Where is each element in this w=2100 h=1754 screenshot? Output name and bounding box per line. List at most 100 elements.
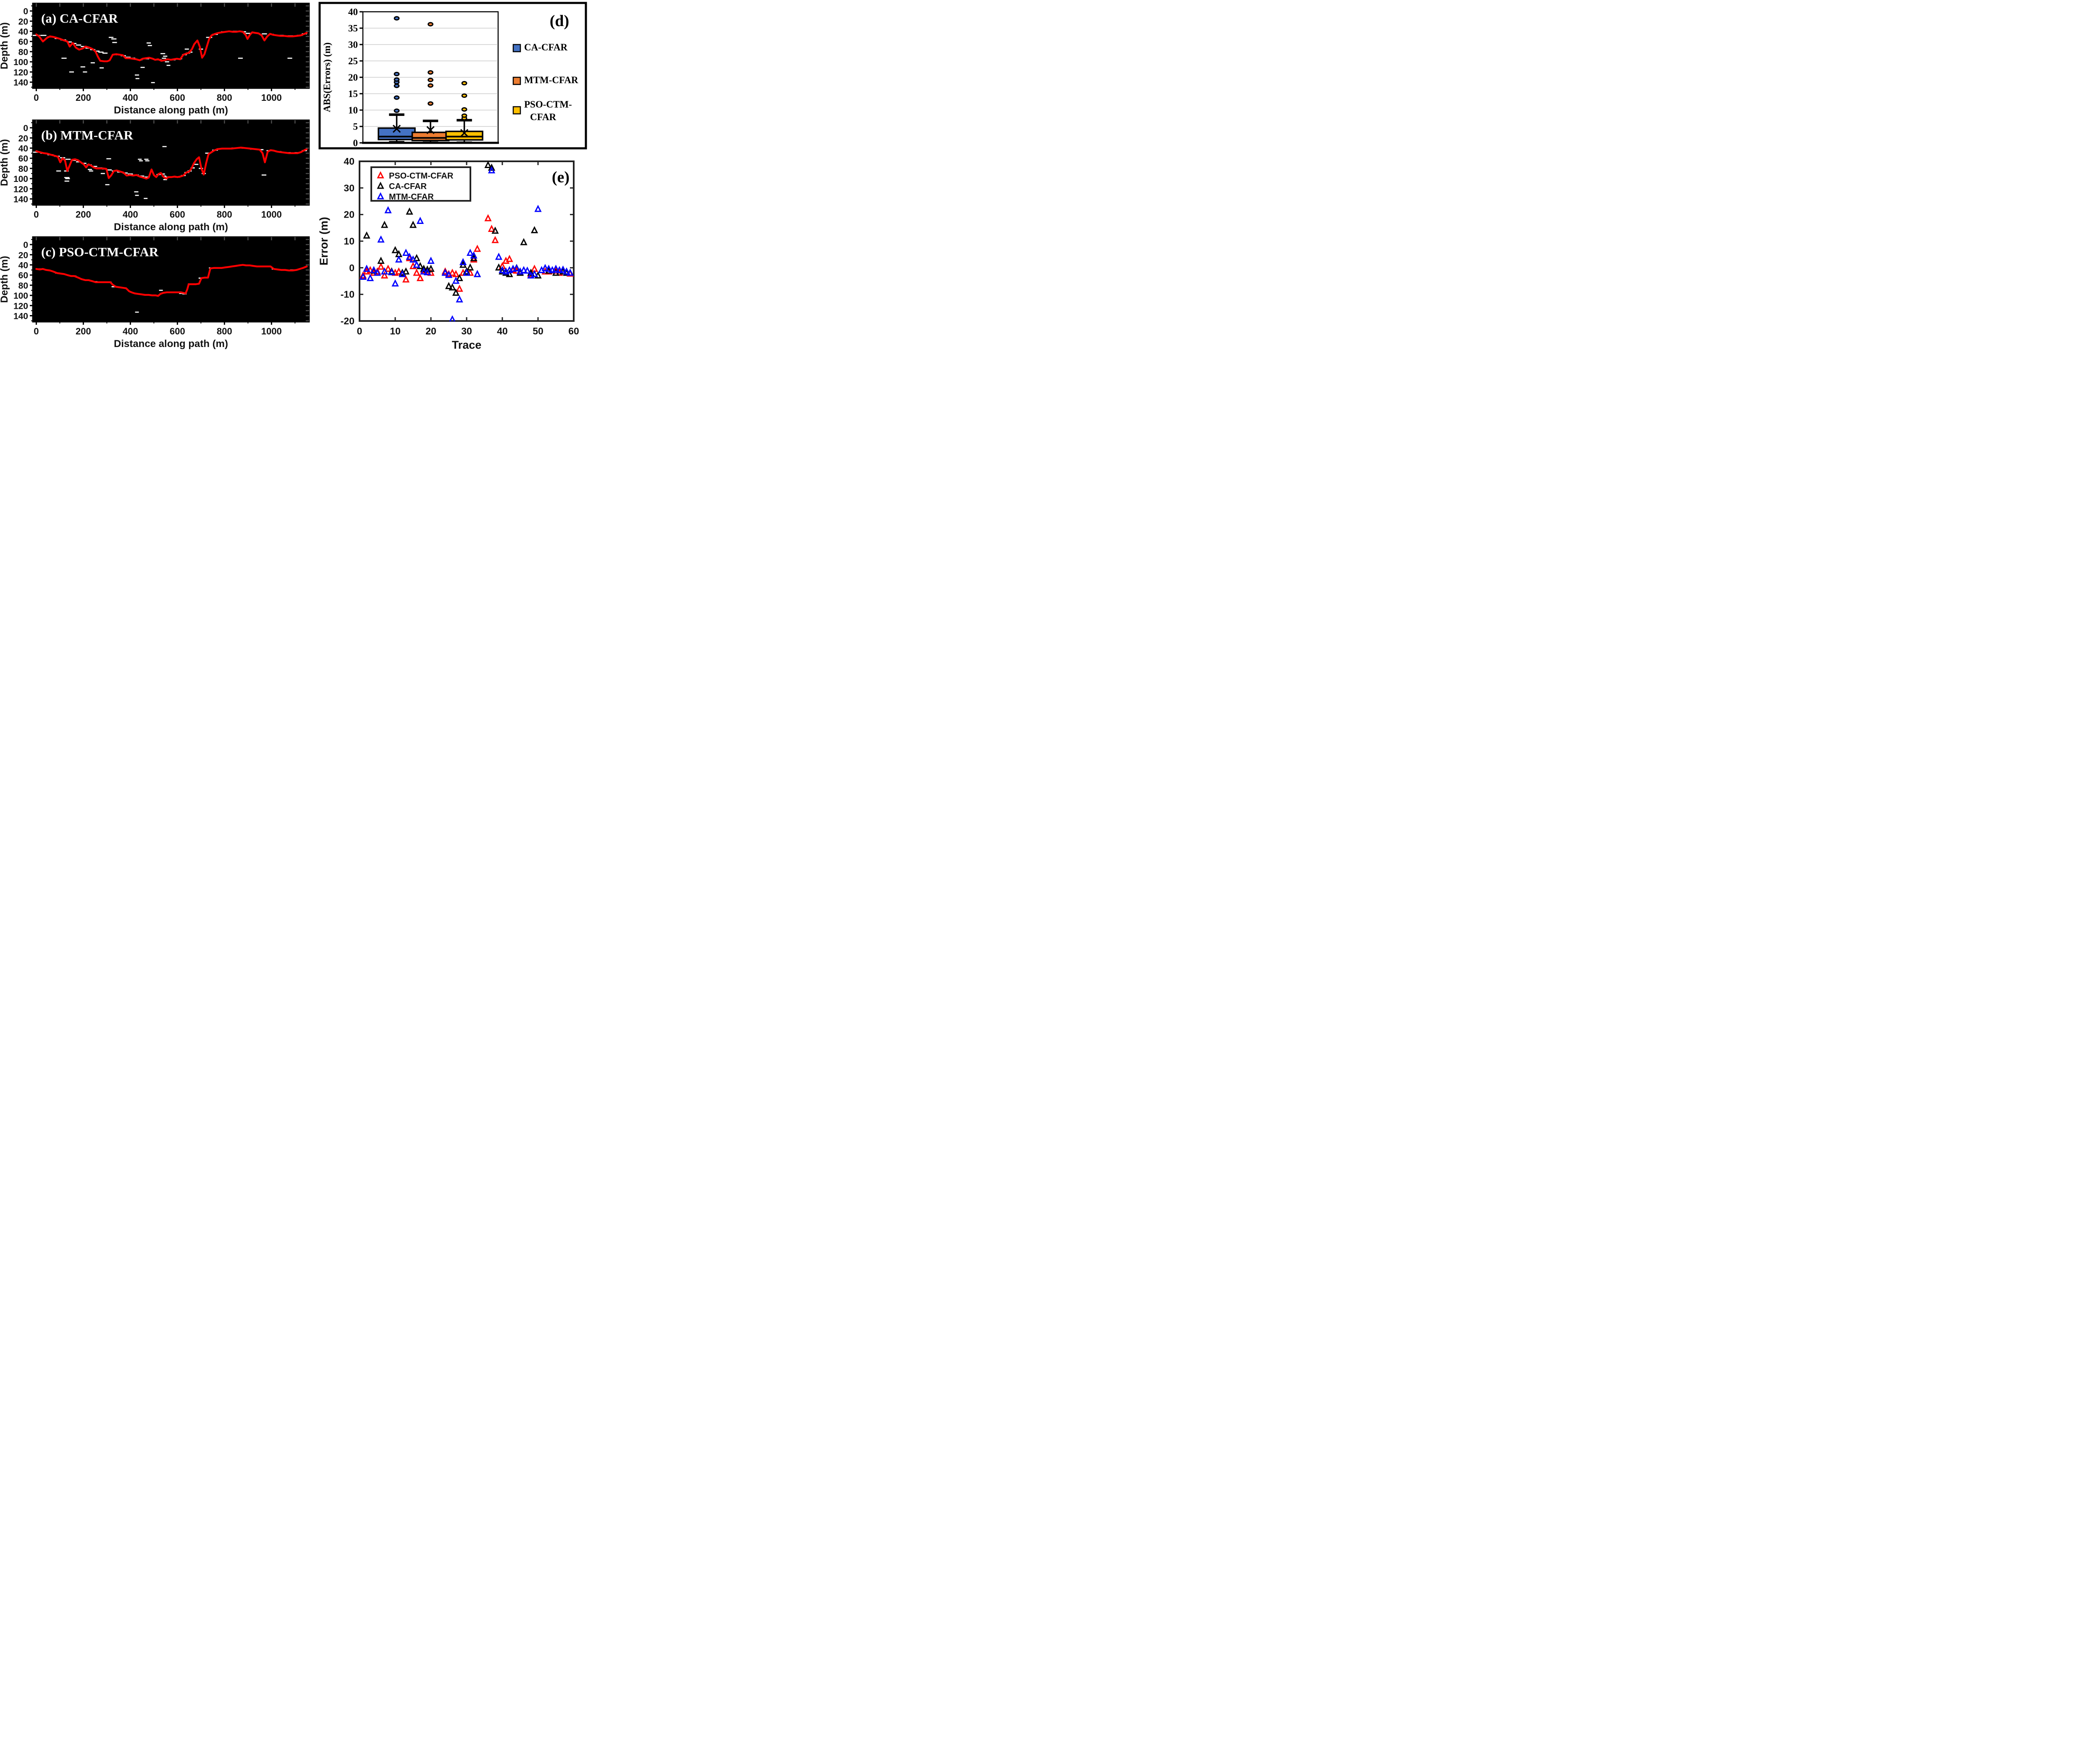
scatter-point bbox=[452, 276, 460, 284]
y-tick-label: 0 bbox=[23, 240, 28, 250]
iqr-box bbox=[378, 127, 416, 140]
scatter-point bbox=[466, 248, 474, 256]
y-tick-label: 140 bbox=[13, 195, 28, 204]
detection-dash bbox=[147, 42, 151, 44]
detection-dash bbox=[112, 42, 117, 43]
legend-item-CA-CFAR: CA-CFAR bbox=[512, 42, 567, 53]
scatter-point bbox=[416, 216, 424, 224]
detection-dash bbox=[64, 177, 70, 178]
scatter-point bbox=[388, 268, 396, 276]
scatter-point bbox=[391, 246, 399, 253]
scatter-point bbox=[552, 264, 560, 272]
y-tick-label: 0 bbox=[353, 138, 358, 148]
y-tick-label: 80 bbox=[18, 164, 28, 174]
scatter-point bbox=[449, 268, 456, 276]
scatter-point bbox=[370, 266, 378, 273]
scatter-point bbox=[427, 264, 435, 272]
scatter-point bbox=[523, 266, 531, 274]
y-tick-label: 20 bbox=[348, 72, 358, 83]
detection-dash bbox=[135, 311, 139, 313]
legend-item-MTM-CFAR: MTM-CFAR bbox=[512, 75, 578, 85]
y-tick-label: 120 bbox=[13, 301, 28, 311]
y-tick-label: 120 bbox=[13, 184, 28, 194]
x-tick-label: 400 bbox=[123, 326, 138, 337]
y-tick-label: 100 bbox=[13, 58, 28, 67]
x-tick-label: 0 bbox=[34, 92, 39, 103]
detection-dash bbox=[76, 44, 81, 46]
scatter-point bbox=[423, 268, 431, 276]
x-tick-label: 200 bbox=[76, 209, 91, 220]
scatter-point bbox=[456, 274, 463, 281]
panel-d-outer-frame bbox=[318, 2, 587, 150]
scatter-point bbox=[381, 221, 388, 228]
x-tick-label: 0 bbox=[357, 326, 362, 337]
x-tick-label: 600 bbox=[170, 92, 185, 103]
detection-dash bbox=[160, 173, 165, 175]
legend-label: CA-CFAR bbox=[524, 42, 567, 53]
y-tick-label: 40 bbox=[18, 144, 28, 154]
y-tick-label: 30 bbox=[348, 39, 358, 50]
chart-d-svg: 0 5 10 15 20 25 30 35 40 ABS(Errors) (m) CA-CFAR MT… bbox=[318, 2, 587, 150]
y-tick-label: 120 bbox=[13, 68, 28, 77]
y-tick-label: 60 bbox=[18, 271, 28, 281]
panel-letter: (d) bbox=[550, 12, 569, 30]
x-axis-label: Distance along path (m) bbox=[114, 221, 228, 233]
y-tick-label: 25 bbox=[348, 56, 358, 66]
x-axis-label: Distance along path (m) bbox=[114, 105, 228, 116]
x-tick-label: 200 bbox=[76, 326, 91, 337]
mean-x-marker bbox=[460, 129, 469, 137]
detection-dash bbox=[105, 184, 110, 185]
x-tick-label: 10 bbox=[390, 326, 401, 337]
legend-label: PSO-CTM- bbox=[524, 99, 572, 110]
mean-x-marker bbox=[392, 124, 401, 133]
series-CA-CFAR bbox=[363, 161, 574, 296]
x-tick-label: 20 bbox=[425, 326, 436, 337]
scatter-point bbox=[363, 264, 370, 272]
chart-e-svg: 0 10 20 30 40 50 60 -20 -10 0 10 20 30 40 Trace Error (… bbox=[318, 156, 579, 351]
detection-dash bbox=[145, 160, 150, 162]
detection-dash bbox=[162, 146, 167, 147]
x-tick-label: 600 bbox=[170, 326, 185, 337]
scatter-point bbox=[473, 245, 481, 252]
y-tick-label: 10 bbox=[344, 236, 354, 247]
detection-dash bbox=[83, 71, 87, 73]
scatter-point bbox=[402, 267, 410, 275]
y-tick-label: 30 bbox=[344, 182, 354, 193]
y-tick-label: 140 bbox=[13, 78, 28, 87]
sonar-image-background bbox=[32, 236, 310, 323]
detection-dash bbox=[261, 174, 267, 176]
iqr-box bbox=[445, 130, 483, 141]
scatter-point bbox=[381, 271, 388, 279]
detection-dash bbox=[238, 58, 243, 59]
detection-dash bbox=[56, 170, 61, 172]
outlier-point bbox=[394, 95, 400, 100]
x-tick-label: 600 bbox=[170, 209, 185, 220]
scatter-point bbox=[445, 271, 453, 278]
y-tick-label: 10 bbox=[348, 105, 358, 116]
scatter-point bbox=[406, 252, 413, 260]
detection-dash bbox=[159, 289, 163, 291]
detection-dash bbox=[134, 191, 139, 192]
detection-dash bbox=[194, 163, 199, 165]
x-tick-label: 1000 bbox=[261, 326, 282, 337]
detection-dash bbox=[102, 53, 108, 54]
detection-dash bbox=[139, 175, 144, 177]
y-tick-label: 5 bbox=[353, 121, 358, 132]
scatter-point bbox=[488, 166, 496, 174]
seabed-pick-line bbox=[35, 264, 308, 297]
detection-dash bbox=[61, 58, 67, 59]
x-tick-label: 50 bbox=[533, 326, 543, 337]
scatter-point bbox=[384, 206, 392, 213]
detection-dash bbox=[144, 198, 148, 199]
detection-dash bbox=[64, 180, 69, 182]
detection-dash bbox=[138, 158, 142, 160]
scatter-point bbox=[395, 267, 403, 275]
scatter-point bbox=[384, 264, 392, 272]
scatter-point bbox=[449, 315, 456, 321]
outlier-point bbox=[428, 70, 433, 75]
legend-swatch bbox=[512, 76, 521, 85]
scatter-point bbox=[506, 255, 513, 262]
